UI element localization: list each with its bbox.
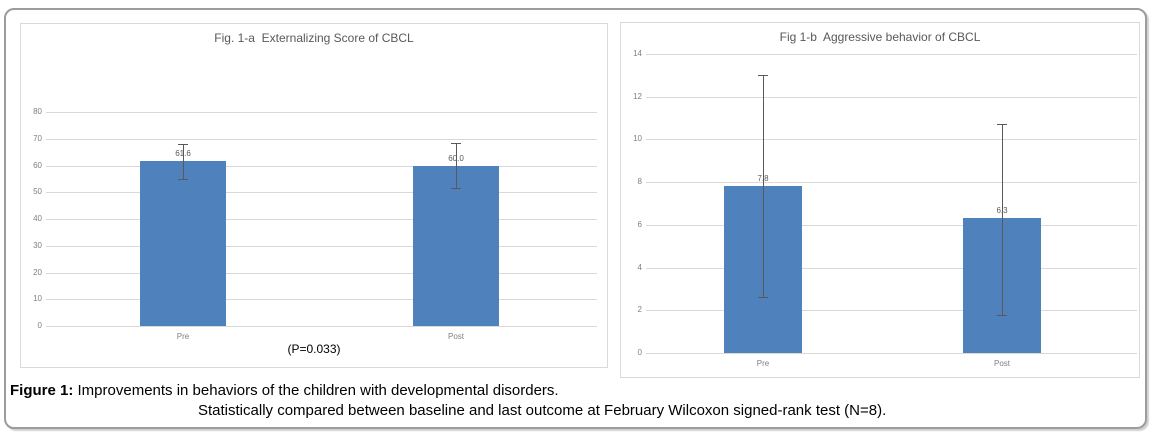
error-bar-line [456, 143, 457, 188]
y-axis-tick-label: 70 [33, 133, 42, 143]
y-axis-tick-label: 50 [33, 187, 42, 197]
error-bar-cap [451, 143, 461, 145]
y-gridline [46, 138, 597, 140]
y-axis-tick-label: 30 [33, 240, 42, 250]
chart-title: Fig. 1-a Externalizing Score of CBCL [214, 31, 414, 45]
y-axis-tick-label: 2 [637, 305, 642, 315]
y-axis-tick-label: 14 [633, 49, 642, 58]
bar-value-label: 6.3 [996, 206, 1008, 216]
x-axis-tick-label: Pre [176, 332, 190, 341]
error-bar-cap [997, 124, 1007, 126]
error-bar-cap [178, 144, 188, 146]
y-gridline [46, 165, 597, 167]
y-axis-tick-label: 40 [33, 214, 42, 223]
error-bar-cap [758, 75, 768, 77]
y-gridline [46, 272, 597, 274]
y-axis-tick-label: 0 [37, 321, 42, 330]
y-axis-tick-label: 12 [633, 91, 642, 101]
p-value-annotation: (P=0.033) [287, 342, 341, 356]
error-bar-cap [451, 187, 461, 189]
bar-post [413, 165, 499, 326]
y-axis-tick-label: 60 [33, 160, 42, 170]
y-gridline [46, 326, 597, 327]
error-bar-line [763, 75, 764, 298]
y-gridline [646, 267, 1137, 269]
bar-value-label: 60.0 [448, 153, 464, 163]
y-axis-tick-label: 80 [33, 107, 42, 116]
bar-pre [140, 161, 226, 326]
y-axis-tick-label: 10 [33, 294, 42, 304]
error-bar-cap [997, 314, 1007, 316]
y-gridline [646, 182, 1137, 184]
y-axis-tick-label: 0 [637, 348, 642, 357]
y-axis-tick-label: 6 [637, 219, 642, 229]
y-axis-tick-label: 20 [33, 267, 42, 277]
y-gridline [46, 192, 597, 194]
y-axis-tick-label: 4 [637, 262, 642, 272]
caption-text: Improvements in behaviors of the childre… [73, 382, 559, 399]
y-gridline [46, 112, 597, 113]
y-gridline [46, 245, 597, 247]
bar-value-label: 61.6 [175, 149, 191, 159]
chart-panel-externalizing-score: Fig. 1-a Externalizing Score of CBCL 0 10… [20, 23, 608, 368]
error-bar-cap [178, 178, 188, 180]
y-gridline [646, 353, 1137, 354]
error-bar-line [183, 144, 184, 179]
y-gridline [646, 139, 1137, 141]
caption-label: Figure 1: [10, 382, 74, 399]
chart-panel-aggressive-behavior: Fig 1-b Aggressive behavior of CBCL 0 2 4 6… [620, 22, 1140, 378]
figure-caption: Figure 1: Improvements in behaviors of t… [10, 381, 1140, 421]
chart-title: Fig 1-b Aggressive behavior of CBCL [779, 30, 981, 44]
y-gridline [46, 299, 597, 301]
y-gridline [646, 224, 1137, 226]
y-gridline [46, 219, 597, 220]
caption-line1: Figure 1: Improvements in behaviors of t… [10, 381, 1140, 401]
x-axis-tick-label: Post [993, 359, 1010, 368]
x-axis-tick-label: Pre [756, 359, 770, 368]
y-axis-tick-label: 10 [633, 134, 642, 144]
error-bar-cap [758, 297, 768, 299]
y-gridline [646, 310, 1137, 312]
bar-value-label: 7.8 [757, 174, 769, 184]
x-axis-tick-label: Post [447, 332, 464, 341]
y-gridline [646, 96, 1137, 98]
error-bar-line [1002, 124, 1003, 315]
caption-line2: Statistically compared between baseline … [198, 402, 887, 419]
y-gridline [646, 54, 1137, 55]
plot-area: 0 10 20 30 40 50 60 70 80 61.6 Pre 60.0 Post [21, 24, 607, 367]
plot-area: 0 2 4 6 8 10 12 14 7.8 Pre 6.3 Post [621, 23, 1139, 377]
y-axis-tick-label: 8 [637, 177, 642, 187]
